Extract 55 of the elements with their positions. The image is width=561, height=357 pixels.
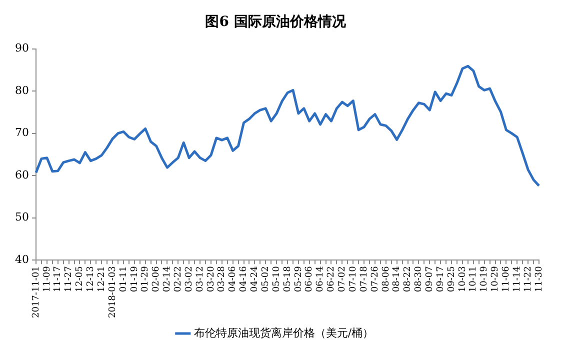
x-tick-label: 07-10	[348, 266, 358, 292]
x-tick-label: 09-07	[424, 266, 435, 292]
x-tick-label: 12-13	[86, 266, 96, 292]
x-tick-label: 09-25	[446, 266, 457, 292]
x-tick-label: 01-19	[130, 266, 140, 292]
x-tick-label: 02-06	[152, 266, 162, 292]
x-tick-label: 06-06	[304, 266, 315, 292]
x-tick-label: 08-06	[381, 266, 392, 292]
legend-label: 布伦特原油现货离岸价格（美元/桶）	[194, 326, 374, 340]
x-tick-label: 01-29	[140, 266, 151, 292]
x-tick-label: 03-02	[184, 266, 194, 292]
x-tick-label: 05-29	[294, 266, 304, 292]
x-tick-label: 06-22	[326, 266, 337, 292]
x-tick-label: 07-02	[338, 266, 348, 292]
y-tick-label: 60	[14, 168, 29, 182]
x-tick-label: 05-18	[282, 266, 293, 292]
x-tick-label: 10-11	[468, 266, 479, 292]
x-tick-label: 02-14	[162, 266, 173, 292]
x-tick-label: 11-09	[42, 266, 52, 292]
x-tick-label: 11-30	[534, 266, 544, 292]
x-tick-label: 04-24	[250, 266, 260, 292]
x-tick-label: 11-14	[512, 266, 522, 292]
x-tick-label: 11-22	[523, 266, 534, 292]
y-tick-label: 90	[14, 42, 29, 55]
x-tick-label: 11-27	[64, 266, 74, 292]
y-tick-label: 50	[14, 210, 29, 224]
x-tick-label: 08-14	[392, 266, 402, 292]
x-tick-label: 12-21	[96, 266, 107, 292]
x-tick-label: 02-22	[173, 266, 184, 292]
x-tick-label: 09-17	[436, 266, 446, 292]
y-tick-label: 70	[14, 126, 29, 140]
chart-title: 图6 国际原油价格情况	[205, 14, 347, 30]
x-tick-label: 11-17	[53, 266, 64, 292]
y-tick-label: 80	[14, 84, 29, 97]
x-tick-label: 2018-01-03	[108, 266, 118, 318]
x-tick-label: 03-20	[206, 266, 216, 292]
x-tick-label: 03-28	[217, 266, 228, 292]
x-tick-label: 11-06	[502, 266, 512, 292]
x-tick-label: 10-03	[458, 266, 468, 292]
x-tick-label: 2017-11-01	[31, 266, 42, 318]
x-tick-label: 08-30	[414, 266, 424, 292]
x-tick-label: 06-14	[316, 266, 326, 292]
x-tick-label: 05-10	[272, 266, 282, 292]
x-tick-label: 01-11	[118, 266, 129, 292]
x-tick-label: 07-26	[370, 266, 380, 292]
x-tick-label: 08-22	[403, 266, 414, 292]
y-tick-label: 40	[14, 252, 29, 266]
x-tick-label: 12-05	[75, 266, 86, 292]
x-tick-label: 10-19	[480, 266, 490, 292]
x-tick-label: 10-29	[490, 266, 501, 292]
x-tick-label: 05-02	[260, 266, 271, 292]
x-tick-label: 04-06	[228, 266, 238, 292]
x-tick-label: 03-12	[195, 266, 206, 292]
x-tick-label: 04-16	[239, 266, 250, 292]
x-tick-label: 07-18	[359, 266, 370, 292]
